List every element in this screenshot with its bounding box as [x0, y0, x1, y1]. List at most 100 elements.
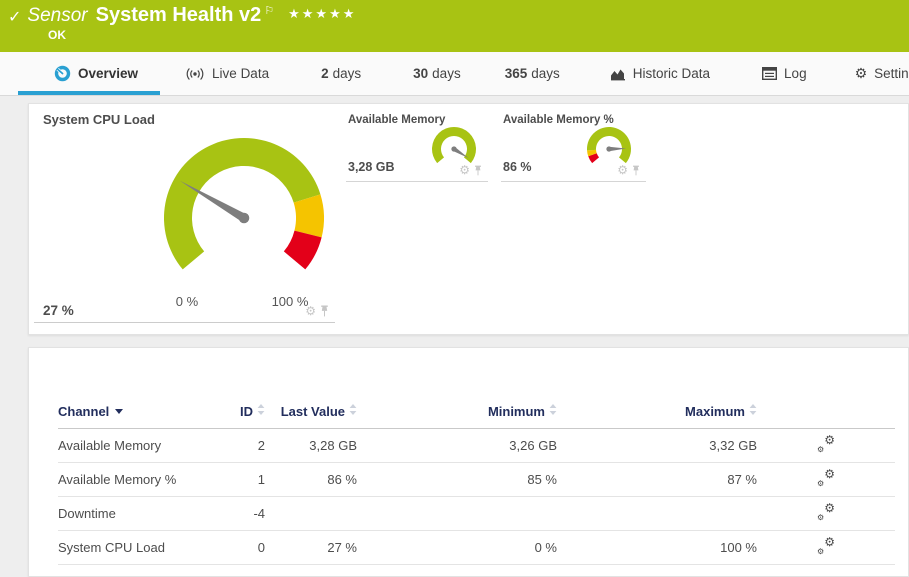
- tab-label: Overview: [78, 66, 139, 81]
- page-title: System Health v2: [95, 4, 262, 26]
- sort-icon: [257, 403, 265, 415]
- sort-desc-icon: [115, 408, 124, 414]
- table-header-row: Channel ID Last Value Minimum Maximum: [58, 348, 895, 428]
- gauge-icon: [54, 65, 71, 82]
- area-chart-icon: [610, 67, 626, 81]
- status-badge: OK: [48, 28, 66, 42]
- tab-live-data[interactable]: Live Data: [175, 52, 279, 95]
- tab-label: Historic Data: [632, 66, 711, 81]
- list-icon: [762, 67, 778, 80]
- tab-label: days: [332, 66, 362, 81]
- channel-table-panel: Channel ID Last Value Minimum Maximum: [28, 347, 909, 577]
- maximum-cell: 100 %: [720, 539, 757, 555]
- tab-30-days[interactable]: 30 days: [413, 52, 461, 95]
- column-label: ID: [240, 403, 253, 419]
- object-kind-label: Sensor: [27, 5, 88, 26]
- maximum-cell: 3,32 GB: [709, 437, 757, 453]
- column-header-id[interactable]: ID: [233, 348, 265, 428]
- gauge-title: System CPU Load: [43, 112, 155, 127]
- gauge-value: 27 %: [43, 303, 74, 318]
- flag-icon[interactable]: ⚐: [264, 5, 275, 17]
- gear-icon[interactable]: ⚙: [305, 304, 316, 318]
- maximum-cell: 87 %: [727, 471, 757, 487]
- gauge-value: 86 %: [503, 160, 532, 174]
- tab-label: days: [432, 66, 461, 81]
- tab-365-days[interactable]: 365 days: [505, 52, 560, 95]
- channel-cell[interactable]: System CPU Load: [58, 539, 165, 555]
- tab-number: 2: [321, 66, 329, 81]
- column-label: Minimum: [487, 403, 545, 419]
- channel-cell[interactable]: Available Memory: [58, 437, 162, 453]
- sensor-status-bar: ✓ Sensor System Health v2 ⚐ ★★★★★ OK: [0, 0, 909, 52]
- pin-icon[interactable]: [474, 165, 482, 176]
- gauge-cell-available-memory-percent: Available Memory % 86 % ⚙: [501, 104, 646, 182]
- column-header-channel[interactable]: Channel: [58, 348, 233, 428]
- last-value-cell: 27 %: [327, 539, 357, 555]
- channel-table: Channel ID Last Value Minimum Maximum: [58, 348, 895, 565]
- minimum-cell: 3,26 GB: [509, 437, 557, 453]
- gear-icon[interactable]: ⚙: [617, 163, 628, 177]
- channel-cell[interactable]: Available Memory %: [58, 471, 177, 487]
- gauge-max-label: 100 %: [271, 294, 309, 309]
- cpu-load-gauge: [160, 134, 328, 278]
- tab-label: Settings: [874, 66, 909, 81]
- gauge-title: Available Memory %: [503, 114, 614, 126]
- minimum-cell: 85 %: [527, 471, 557, 487]
- pin-icon[interactable]: [320, 305, 329, 317]
- tab-overview[interactable]: Overview: [18, 52, 161, 95]
- gauge-cell-available-memory: Available Memory 3,28 GB ⚙: [346, 104, 488, 182]
- tab-settings[interactable]: ⚙ Settings: [855, 52, 909, 95]
- tab-number: 365: [504, 66, 528, 81]
- channel-settings-icon[interactable]: ⚙ ⚙: [817, 500, 835, 522]
- channel-cell[interactable]: Downtime: [58, 505, 116, 521]
- column-header-settings: [757, 348, 895, 428]
- maximum-cell: [557, 496, 757, 530]
- column-header-maximum[interactable]: Maximum: [557, 348, 757, 428]
- tab-label: days: [531, 66, 560, 81]
- gear-icon[interactable]: ⚙: [459, 163, 470, 177]
- column-label: Channel: [58, 403, 110, 419]
- sort-icon: [349, 403, 357, 415]
- column-label: Maximum: [685, 403, 745, 419]
- tab-number: 30: [413, 66, 429, 81]
- tab-bar: Overview Live Data 2 days 30 days 365 da…: [0, 52, 909, 96]
- minimum-cell: [357, 496, 557, 530]
- id-cell: 2: [257, 437, 265, 453]
- id-cell: 1: [257, 471, 265, 487]
- gauge-value: 3,28 GB: [348, 160, 395, 174]
- table-row[interactable]: Downtime -4 ⚙ ⚙: [58, 496, 895, 530]
- channel-settings-icon[interactable]: ⚙ ⚙: [817, 466, 835, 488]
- gauge-min-label: 0 %: [175, 294, 199, 309]
- tab-label: Live Data: [212, 66, 270, 81]
- channel-settings-icon[interactable]: ⚙ ⚙: [817, 432, 835, 454]
- gauge-cell-system-cpu-load: System CPU Load 0 % 100 % 27 % ⚙: [34, 104, 335, 323]
- available-memory-gauge: [430, 125, 478, 171]
- pin-icon[interactable]: [632, 165, 640, 176]
- id-cell: -4: [253, 505, 265, 521]
- minimum-cell: 0 %: [534, 539, 557, 555]
- overview-gauges-panel: System CPU Load 0 % 100 % 27 % ⚙ Availab…: [28, 103, 909, 335]
- sort-icon: [749, 403, 757, 415]
- last-value-cell: [265, 496, 357, 530]
- tab-label: Log: [784, 66, 807, 81]
- channel-settings-icon[interactable]: ⚙ ⚙: [817, 534, 835, 556]
- tab-historic-data[interactable]: Historic Data: [610, 52, 710, 95]
- tab-log[interactable]: Log: [762, 52, 807, 95]
- sort-icon: [549, 403, 557, 415]
- last-value-cell: 3,28 GB: [309, 437, 357, 453]
- id-cell: 0: [257, 539, 265, 555]
- tab-2-days[interactable]: 2 days: [321, 52, 361, 95]
- column-header-last-value[interactable]: Last Value: [265, 348, 357, 428]
- check-icon: ✓: [8, 9, 22, 26]
- last-value-cell: 86 %: [327, 471, 357, 487]
- table-row[interactable]: Available Memory 2 3,28 GB 3,26 GB 3,32 …: [58, 428, 895, 462]
- table-row[interactable]: System CPU Load 0 27 % 0 % 100 % ⚙ ⚙: [58, 530, 895, 564]
- available-memory-percent-gauge: [585, 125, 633, 171]
- priority-stars[interactable]: ★★★★★: [288, 6, 357, 21]
- gauge-title: Available Memory: [348, 114, 446, 126]
- gear-icon: ⚙: [854, 65, 868, 82]
- broadcast-icon: [185, 67, 205, 81]
- column-header-minimum[interactable]: Minimum: [357, 348, 557, 428]
- column-label: Last Value: [280, 403, 345, 419]
- table-row[interactable]: Available Memory % 1 86 % 85 % 87 % ⚙ ⚙: [58, 462, 895, 496]
